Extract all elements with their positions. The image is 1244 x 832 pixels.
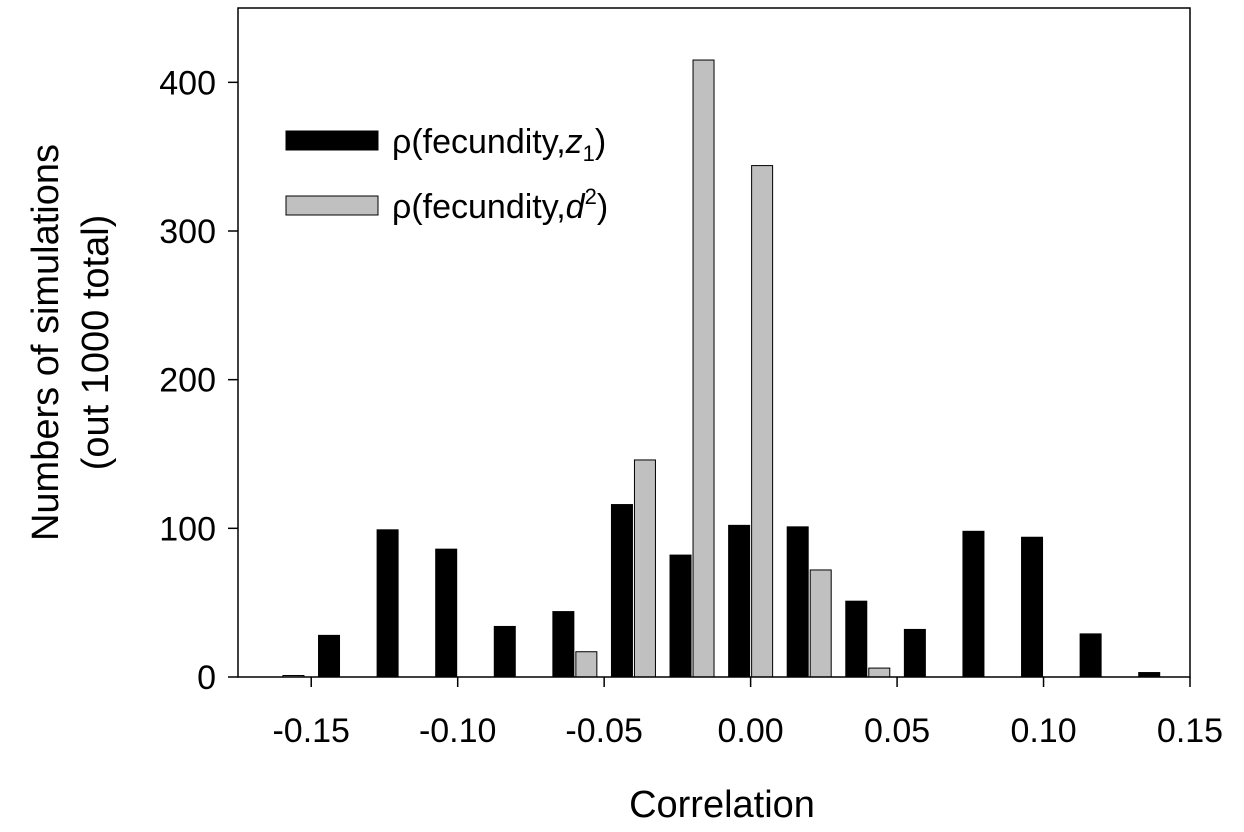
bar-series-1-bin-9 <box>786 526 809 678</box>
bar-series-2-bin-9 <box>809 569 832 678</box>
y-tick-label: 300 <box>159 213 216 251</box>
bar-series-2-bin-5 <box>575 651 598 678</box>
legend-label-1-prefix: ρ(fecundity, <box>392 123 566 161</box>
legend: ρ(fecundity,z1) ρ(fecundity,d2) <box>285 123 608 226</box>
bar-series-1-bin-1 <box>318 634 341 678</box>
legend-label-1: ρ(fecundity,z1) <box>392 123 606 166</box>
legend-label-1-var: z <box>565 123 583 161</box>
bar-series-1-bin-2 <box>376 529 399 678</box>
x-axis: -0.15 -0.10 -0.05 0.00 0.05 0.10 0.15 <box>272 677 1223 750</box>
legend-label-2-superscript: 2 <box>585 184 597 209</box>
plot-frame <box>237 7 1191 678</box>
bar-series-2-bin-6 <box>633 459 656 678</box>
y-axis-title-line-2: (out 1000 total) <box>75 215 117 471</box>
bar-series-1-bin-7 <box>669 554 692 678</box>
x-tick-label: -0.10 <box>419 712 497 750</box>
legend-label-2: ρ(fecundity,d2) <box>392 184 608 226</box>
bar-series-1-bin-8 <box>728 524 751 678</box>
y-tick-label: 200 <box>159 362 216 400</box>
y-tick-label: 100 <box>159 510 216 548</box>
bar-series-2-bin-8 <box>751 165 774 678</box>
x-tick-label: -0.05 <box>565 712 643 750</box>
bar-series-2-bin-7 <box>692 59 715 678</box>
x-tick-label: 0.05 <box>864 712 930 750</box>
x-tick-label: 0.15 <box>1157 712 1223 750</box>
legend-label-1-suffix: ) <box>595 123 606 161</box>
legend-label-1-subscript: 1 <box>583 141 595 166</box>
legend-swatch-1 <box>285 130 379 151</box>
bar-series-2-bin-10 <box>868 667 891 678</box>
legend-swatch-2 <box>285 195 379 216</box>
bar-series-1-bin-6 <box>610 504 633 678</box>
legend-label-2-var: d <box>566 188 586 226</box>
y-axis: 0 100 200 300 400 <box>159 64 238 697</box>
legend-entry-2: ρ(fecundity,d2) <box>285 184 608 226</box>
y-axis-title: Numbers of simulations (out 1000 total) <box>25 144 117 541</box>
bars-layer <box>282 59 1161 678</box>
legend-label-2-suffix: ) <box>597 188 608 226</box>
bar-series-1-bin-3 <box>435 548 458 678</box>
bar-series-1-bin-13 <box>1021 536 1044 678</box>
legend-entry-1: ρ(fecundity,z1) <box>285 123 606 166</box>
x-axis-title: Correlation <box>629 784 815 826</box>
bar-series-1-bin-5 <box>552 611 575 678</box>
x-tick-label: -0.15 <box>272 712 350 750</box>
x-tick-label: 0.10 <box>1010 712 1076 750</box>
bar-series-1-bin-4 <box>493 625 516 678</box>
bar-series-1-bin-14 <box>1079 633 1102 678</box>
bar-series-1-bin-12 <box>962 530 985 678</box>
y-tick-label: 0 <box>197 659 216 697</box>
x-tick-label: 0.00 <box>718 712 784 750</box>
bar-series-1-bin-10 <box>845 600 868 678</box>
bar-series-1-bin-11 <box>903 628 926 678</box>
y-axis-title-line-1: Numbers of simulations <box>25 144 67 541</box>
legend-label-2-prefix: ρ(fecundity, <box>392 188 566 226</box>
y-tick-label: 400 <box>159 64 216 102</box>
